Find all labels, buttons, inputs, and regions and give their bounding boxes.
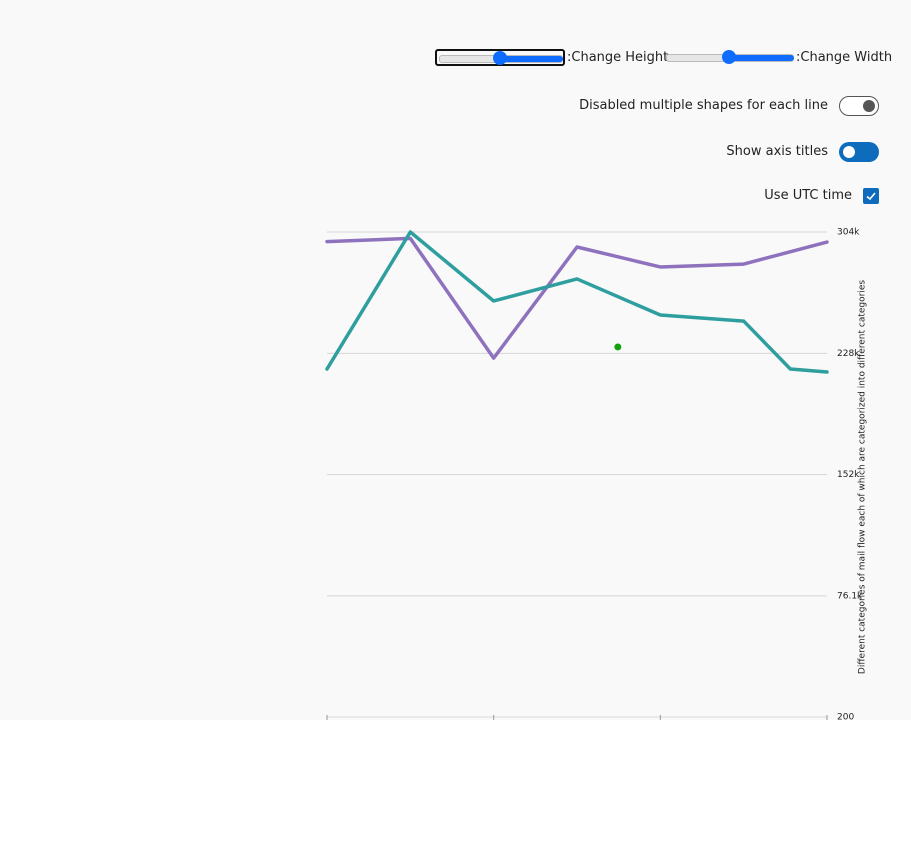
slider-fill: [728, 55, 794, 61]
axis-titles-toggle[interactable]: [839, 142, 879, 162]
y-tick-label: 228k: [837, 349, 860, 359]
check-mark: [866, 192, 876, 201]
height-slider[interactable]: [435, 49, 565, 66]
y-tick-label: 304k: [837, 228, 860, 238]
shapes-toggle[interactable]: [839, 96, 879, 116]
shapes-label: Disabled multiple shapes for each line: [579, 98, 828, 113]
utc-label: Use UTC time: [764, 188, 852, 203]
slider-fill: [499, 56, 563, 62]
axis-titles-label: Show axis titles: [726, 144, 828, 159]
slider-thumb: [493, 51, 507, 65]
slider-thumb: [722, 50, 736, 64]
toggle-knob: [863, 100, 875, 112]
width-slider[interactable]: [666, 50, 794, 65]
chart: Different categories of mail flow each o…: [325, 228, 868, 721]
demo-area: :Change Height :Change Width Disabled mu…: [325, 49, 893, 721]
y-tick-label: 200: [837, 713, 854, 721]
width-label: :Change Width: [796, 50, 893, 65]
toggle-knob: [843, 146, 855, 158]
data-point: [614, 343, 622, 351]
y-axis-title: Different categories of mail flow each o…: [858, 280, 868, 674]
y-tick-label: 76.1k: [837, 591, 863, 601]
series-line: [325, 236, 829, 360]
series-line: [325, 230, 829, 374]
y-tick-label: 152k: [837, 470, 860, 480]
height-label: :Change Height: [567, 50, 669, 65]
utc-checkbox[interactable]: [863, 188, 879, 204]
